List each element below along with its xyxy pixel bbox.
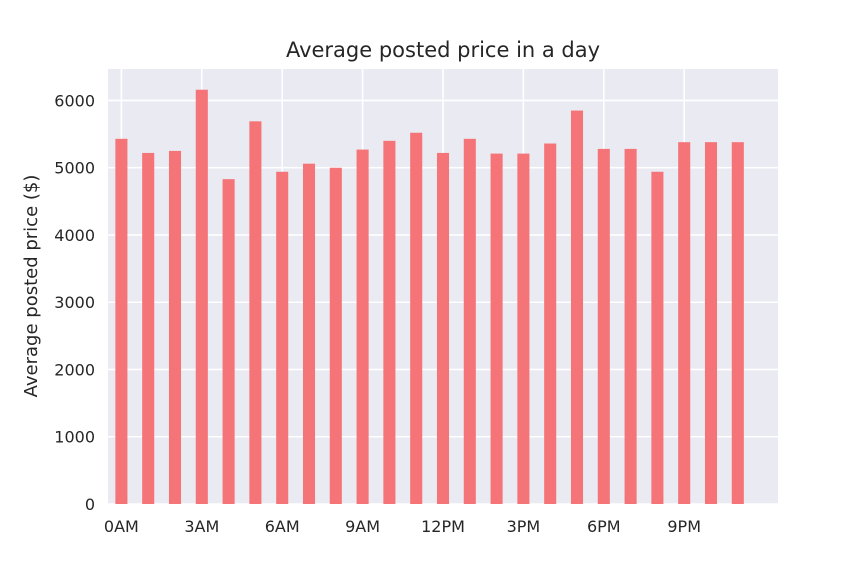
bar xyxy=(436,152,450,504)
x-tick-label: 3AM xyxy=(184,517,219,536)
bar xyxy=(597,148,610,505)
y-axis-label: Average posted price ($) xyxy=(21,175,42,398)
bar xyxy=(570,110,584,504)
bar xyxy=(490,153,503,504)
y-tick-labels: 0 1000 2000 3000 4000 5000 6000 xyxy=(54,91,95,514)
bar xyxy=(195,89,208,504)
x-tick-label: 6AM xyxy=(265,517,300,536)
y-tick-label: 2000 xyxy=(54,360,95,379)
y-tick-label: 6000 xyxy=(54,91,95,110)
bar xyxy=(222,179,235,504)
bar xyxy=(731,142,744,504)
bar xyxy=(410,132,423,504)
x-tick-label: 0AM xyxy=(104,517,139,536)
bar xyxy=(544,143,557,504)
bar xyxy=(276,171,289,504)
bar xyxy=(678,142,691,504)
y-tick-label: 3000 xyxy=(54,293,95,312)
y-tick-label: 1000 xyxy=(54,428,95,447)
bar xyxy=(142,152,155,504)
bar xyxy=(115,138,128,505)
bar xyxy=(704,142,718,504)
bar xyxy=(463,138,476,505)
bar xyxy=(651,171,664,504)
y-tick-label: 5000 xyxy=(54,159,95,178)
x-tick-labels: 0AM 3AM 6AM 9AM 12PM 3PM 6PM 9PM xyxy=(104,517,701,536)
y-tick-label: 0 xyxy=(85,495,95,514)
bar xyxy=(517,153,530,504)
bar xyxy=(249,121,262,505)
x-tick-label: 3PM xyxy=(507,517,541,536)
bar xyxy=(302,163,316,504)
x-tick-label: 9PM xyxy=(667,517,701,536)
bar xyxy=(168,150,182,504)
bar xyxy=(624,148,637,505)
bar xyxy=(329,167,342,504)
bar xyxy=(383,140,396,504)
x-tick-label: 12PM xyxy=(421,517,465,536)
x-tick-label: 9AM xyxy=(345,517,380,536)
bar xyxy=(356,149,369,504)
chart-title: Average posted price in a day xyxy=(286,38,600,62)
x-tick-label: 6PM xyxy=(587,517,621,536)
bars xyxy=(115,89,744,505)
y-tick-label: 4000 xyxy=(54,226,95,245)
